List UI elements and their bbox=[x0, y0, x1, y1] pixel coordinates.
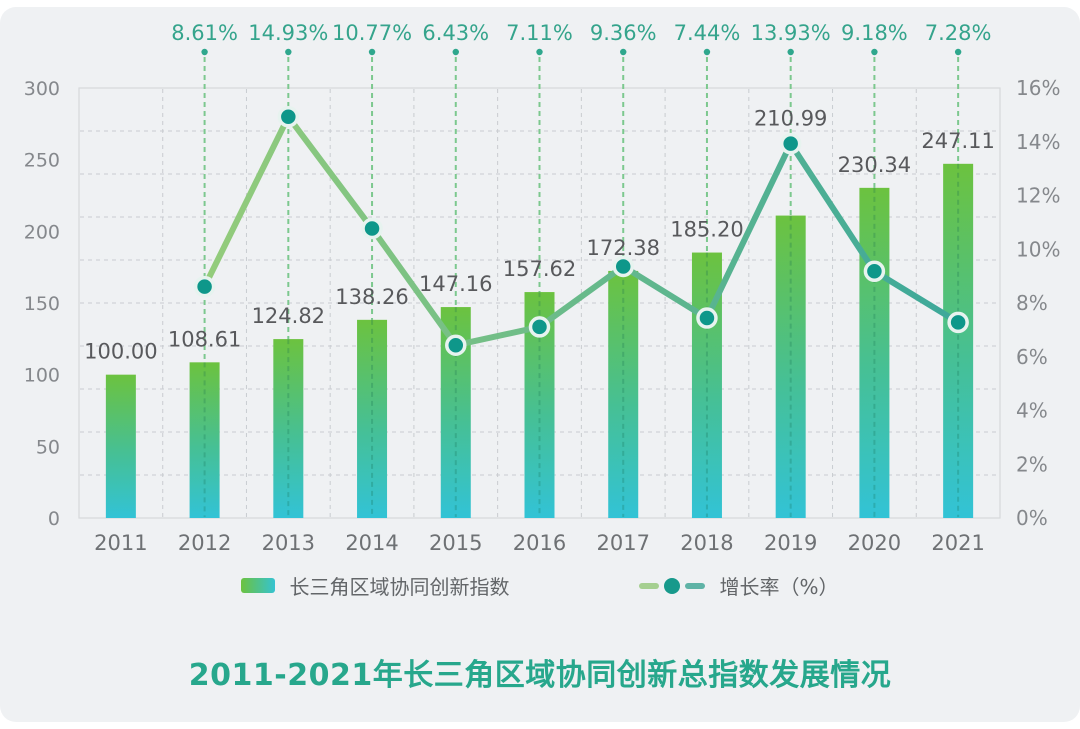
growth-label-2017: 9.36% bbox=[590, 21, 657, 45]
bar-2013[interactable] bbox=[273, 339, 304, 518]
right-axis-tick-2%: 2% bbox=[1016, 452, 1048, 476]
growth-label-2020: 9.18% bbox=[841, 21, 908, 45]
bar-2014[interactable] bbox=[357, 319, 388, 518]
bar-value-label-2011: 100.00 bbox=[84, 340, 157, 364]
x-axis-label-2012: 2012 bbox=[178, 531, 231, 555]
growth-dot-2013[interactable] bbox=[277, 106, 300, 128]
legend-item-index[interactable]: 长三角区域协同创新指数 bbox=[241, 571, 509, 600]
line-series-swatch-icon bbox=[639, 577, 706, 594]
x-axis-label-2015: 2015 bbox=[429, 531, 482, 555]
x-axis-label-2016: 2016 bbox=[513, 531, 566, 555]
growth-dot-2015[interactable] bbox=[445, 334, 467, 356]
dropline-marker-icon bbox=[452, 48, 459, 56]
line-swatch-dot bbox=[664, 577, 681, 594]
bar-series-swatch-icon bbox=[241, 578, 276, 593]
growth-dot-2021[interactable] bbox=[947, 311, 969, 334]
bar-value-label-2015: 147.16 bbox=[419, 272, 492, 296]
x-axis-label-2017: 2017 bbox=[597, 531, 650, 555]
left-axis-tick-100: 100 bbox=[24, 365, 60, 387]
dropline-marker-icon bbox=[954, 48, 962, 56]
bar-value-label-2020: 230.34 bbox=[838, 153, 911, 177]
bar-2011[interactable] bbox=[105, 374, 136, 518]
left-axis-tick-300: 300 bbox=[24, 78, 60, 100]
dropline-marker-icon bbox=[285, 48, 292, 56]
bar-value-label-2012: 108.61 bbox=[168, 327, 241, 351]
right-axis-tick-10%: 10% bbox=[1016, 237, 1060, 261]
legend: 长三角区域协同创新指数 增长率（%） bbox=[0, 571, 1080, 600]
legend-line-label: 增长率（%） bbox=[719, 575, 839, 599]
right-axis-tick-4%: 4% bbox=[1016, 399, 1048, 423]
legend-bar-label: 长三角区域协同创新指数 bbox=[289, 575, 510, 599]
bar-value-label-2019: 210.99 bbox=[754, 107, 827, 131]
right-axis-tick-0%: 0% bbox=[1016, 506, 1048, 530]
growth-label-2016: 7.11% bbox=[506, 21, 573, 45]
combo-chart: 8.61% 14.93% 10.77% 6.43% 7.11% 9.36% 7.44% 13.… bbox=[24, 21, 1061, 555]
growth-label-2014: 10.77% bbox=[332, 21, 412, 45]
bar-value-label-2021: 247.11 bbox=[921, 129, 994, 153]
growth-dot-2017[interactable] bbox=[612, 255, 634, 278]
bar-2012[interactable] bbox=[189, 362, 220, 518]
growth-dot-2020[interactable] bbox=[863, 260, 886, 283]
dropline-marker-icon bbox=[871, 48, 878, 56]
bar-value-label-2017: 172.38 bbox=[586, 236, 659, 260]
left-axis-tick-250: 250 bbox=[24, 150, 60, 172]
bar-2021[interactable] bbox=[943, 163, 974, 518]
growth-label-2013: 14.93% bbox=[248, 21, 328, 45]
left-axis-tick-0: 0 bbox=[48, 508, 60, 530]
growth-label-2018: 7.44% bbox=[674, 21, 741, 45]
bar-value-label-2018: 185.20 bbox=[670, 218, 743, 242]
bar-value-label-2013: 124.82 bbox=[252, 304, 325, 328]
growth-label-2012: 8.61% bbox=[171, 21, 238, 45]
x-axis-label-2021: 2021 bbox=[931, 531, 984, 555]
dropline-marker-icon bbox=[787, 48, 794, 56]
dropline-marker-icon bbox=[620, 48, 627, 56]
growth-dot-2016[interactable] bbox=[528, 316, 551, 338]
right-axis-tick-12%: 12% bbox=[1016, 184, 1060, 208]
chart-title: 2011-2021年长三角区域协同创新总指数发展情况 bbox=[188, 658, 892, 693]
growth-dot-2018[interactable] bbox=[696, 307, 718, 329]
growth-label-2019: 13.93% bbox=[751, 21, 831, 45]
x-axis-label-2014: 2014 bbox=[345, 531, 398, 555]
left-axis-tick-150: 150 bbox=[24, 293, 60, 315]
bar-value-label-2014: 138.26 bbox=[335, 285, 408, 309]
growth-label-2021: 7.28% bbox=[925, 21, 992, 45]
growth-label-2015: 6.43% bbox=[422, 21, 489, 45]
right-axis-tick-16%: 16% bbox=[1016, 76, 1060, 100]
dropline-marker-icon bbox=[536, 48, 543, 56]
growth-dot-2012[interactable] bbox=[193, 275, 216, 298]
x-axis-label-2020: 2020 bbox=[848, 531, 901, 555]
growth-dot-2014[interactable] bbox=[361, 217, 383, 240]
dropline-marker-icon bbox=[703, 48, 711, 56]
left-axis-tick-50: 50 bbox=[36, 436, 60, 458]
left-axis-tick-200: 200 bbox=[24, 221, 60, 243]
right-axis-tick-6%: 6% bbox=[1016, 345, 1048, 369]
dropline-marker-icon bbox=[201, 48, 208, 56]
x-axis-label-2019: 2019 bbox=[764, 531, 817, 555]
x-axis-label-2013: 2013 bbox=[262, 531, 315, 555]
growth-line bbox=[201, 113, 962, 349]
legend-item-growth[interactable]: 增长率（%） bbox=[639, 571, 839, 600]
bar-value-label-2016: 157.62 bbox=[503, 257, 576, 281]
right-axis-tick-8%: 8% bbox=[1016, 291, 1048, 315]
bar-2020[interactable] bbox=[859, 187, 890, 518]
bar-2019[interactable] bbox=[775, 215, 806, 518]
right-axis-tick-14%: 14% bbox=[1016, 130, 1060, 154]
bar-2017[interactable] bbox=[608, 270, 639, 518]
dropline-marker-icon bbox=[368, 48, 376, 56]
x-axis-label-2018: 2018 bbox=[680, 531, 733, 555]
line-swatch-right-segment bbox=[685, 582, 706, 589]
growth-dot-2019[interactable] bbox=[779, 132, 802, 155]
x-axis-label-2011: 2011 bbox=[94, 531, 147, 555]
line-swatch-left-segment bbox=[639, 582, 660, 589]
